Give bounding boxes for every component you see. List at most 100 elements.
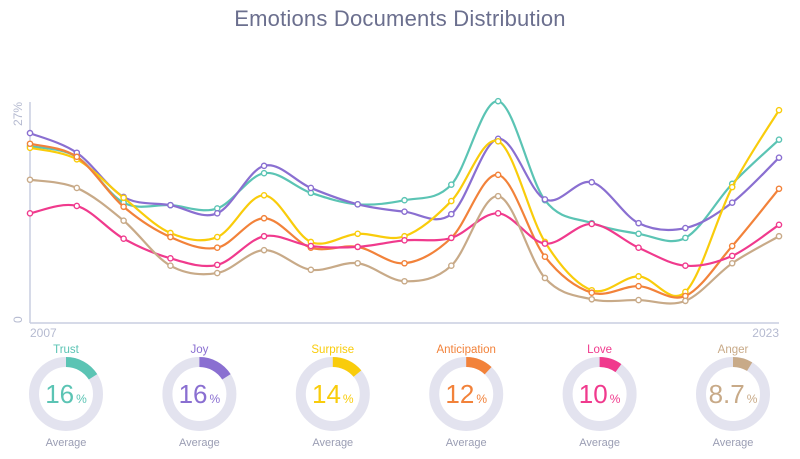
data-point	[73, 202, 81, 210]
donut-label: Joy	[190, 344, 208, 356]
data-point	[120, 194, 127, 202]
value-unit: %	[343, 392, 354, 406]
data-point	[635, 230, 642, 238]
data-point	[354, 259, 361, 267]
data-point	[494, 171, 502, 179]
data-point	[494, 192, 502, 200]
value-unit: %	[747, 392, 758, 406]
donut-caption: Average	[312, 437, 353, 449]
data-point	[213, 261, 221, 269]
data-point	[167, 262, 174, 270]
donut-value: 16%	[179, 379, 221, 409]
data-point	[728, 199, 736, 206]
donut-label: Love	[587, 344, 612, 356]
donut-label: Surprise	[311, 344, 354, 356]
average-donut-love: Love 10 % Average	[562, 344, 637, 449]
data-point	[588, 178, 596, 186]
donut-caption: Average	[713, 437, 754, 449]
value-number: 16	[179, 379, 208, 409]
data-point	[635, 296, 642, 304]
data-point	[775, 154, 783, 161]
value-unit: %	[610, 392, 621, 406]
data-point	[354, 230, 361, 238]
data-point	[260, 162, 268, 170]
donut-caption: Average	[46, 437, 87, 449]
donut-value: 8.7%	[709, 379, 758, 409]
data-point	[448, 181, 455, 188]
data-point	[682, 262, 689, 270]
data-point	[728, 259, 736, 267]
average-donut-joy: Joy 16 % Average	[162, 344, 237, 449]
value-unit: %	[210, 392, 221, 406]
data-point	[682, 234, 689, 242]
data-point	[448, 262, 455, 270]
data-point	[494, 210, 502, 217]
donut-label: Anger	[718, 344, 749, 356]
y-tick-label: 0	[11, 316, 25, 323]
donut-value: 16%	[45, 379, 87, 409]
donut-value: 12%	[445, 379, 487, 409]
data-point	[541, 274, 549, 282]
data-point	[588, 289, 596, 297]
data-point	[167, 255, 174, 262]
x-tick-label: 2007	[30, 326, 57, 340]
data-point	[588, 295, 596, 303]
data-point	[307, 266, 315, 274]
donut-caption: Average	[579, 437, 620, 449]
data-point	[260, 169, 268, 177]
donut-arc	[599, 357, 622, 373]
series-anticipation	[26, 140, 783, 300]
x-tick-label: 2023	[752, 326, 779, 340]
value-number: 8.7	[709, 379, 745, 409]
series-line	[29, 142, 780, 299]
data-point	[260, 246, 268, 254]
data-point	[448, 210, 455, 218]
data-point	[167, 233, 174, 241]
average-donut-anger: Anger 8.7 % Average	[696, 344, 770, 449]
data-point	[401, 259, 408, 267]
data-point	[354, 243, 361, 251]
data-point	[635, 273, 642, 280]
data-point	[120, 217, 127, 224]
data-point	[728, 183, 736, 191]
average-donut-anticipation: Anticipation 12 % Average	[429, 344, 504, 449]
data-point	[260, 232, 268, 240]
data-point	[775, 106, 783, 114]
donut-arc	[65, 357, 98, 380]
data-point	[541, 253, 549, 261]
data-point	[728, 252, 736, 260]
data-point	[588, 220, 596, 228]
data-point	[635, 282, 642, 290]
data-point	[541, 240, 549, 247]
data-point	[307, 184, 315, 192]
data-point	[213, 233, 221, 241]
value-number: 12	[445, 379, 474, 409]
average-donut-trust: Trust 16 % Average	[29, 344, 103, 449]
value-unit: %	[476, 392, 487, 406]
donut-caption: Average	[446, 437, 487, 449]
data-point	[167, 201, 174, 209]
series-line	[29, 100, 780, 243]
donut-arc	[332, 357, 362, 378]
data-point	[26, 129, 34, 137]
data-point	[448, 197, 455, 205]
data-point	[401, 277, 408, 285]
donut-arc	[732, 357, 753, 372]
average-donut-surprise: Surprise 14 % Average	[295, 344, 370, 449]
donut-value: 10%	[579, 379, 621, 409]
data-point	[635, 219, 642, 227]
data-point	[541, 196, 549, 203]
donut-label: Trust	[53, 344, 80, 356]
data-point	[213, 269, 221, 277]
value-unit: %	[76, 392, 87, 406]
series-joy	[26, 129, 783, 232]
data-point	[73, 153, 81, 161]
value-number: 14	[312, 379, 341, 409]
data-point	[494, 97, 502, 105]
data-point	[26, 140, 34, 148]
data-point	[26, 210, 34, 217]
donut-value: 14%	[312, 379, 354, 409]
y-tick-label: 27%	[11, 102, 25, 126]
series-anger	[26, 176, 783, 305]
